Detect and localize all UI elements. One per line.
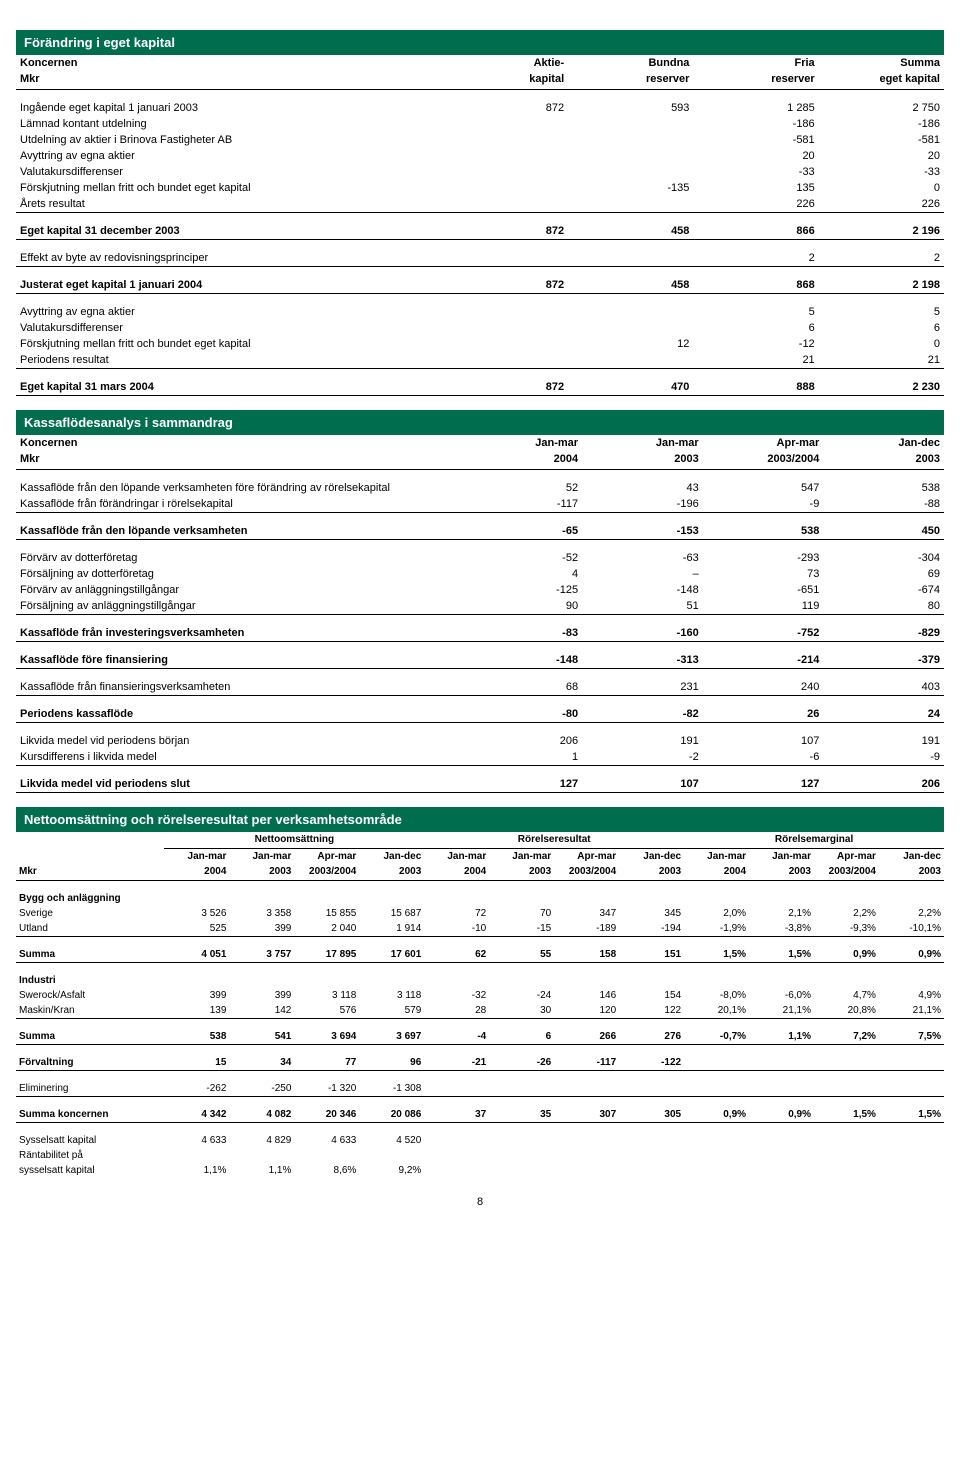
equity-h3b: reserver <box>693 71 818 90</box>
segment-group-netto: Nettoomsättning <box>164 832 424 849</box>
table-row: Avyttring av egna aktier2020 <box>16 148 944 164</box>
equity-h4a: Summa <box>819 55 944 71</box>
cashflow-section-header: Kassaflödesanalys i sammandrag <box>16 410 944 435</box>
cashflow-h4b: 2003 <box>823 451 944 470</box>
table-row: Summa 4 0513 75717 89517 601 6255158151 … <box>16 947 944 963</box>
cashflow-h2a: Jan-mar <box>582 435 703 451</box>
equity-h2b: reserver <box>568 71 693 90</box>
equity-h1b: kapital <box>443 71 568 90</box>
table-row: Industri <box>16 973 944 988</box>
segment-mkr: Mkr <box>16 864 164 881</box>
table-row: Kassaflöde före finansiering-148-313-214… <box>16 652 944 669</box>
table-row: Summa koncernen 4 3424 08220 34620 086 3… <box>16 1107 944 1123</box>
table-row: Likvida medel vid periodens början206191… <box>16 733 944 749</box>
table-row: Lämnad kontant utdelning-186-186 <box>16 116 944 132</box>
cashflow-h4a: Jan-dec <box>823 435 944 451</box>
segment-section-header: Nettoomsättning och rörelseresultat per … <box>16 807 944 832</box>
table-row: Summa 5385413 6943 697 -46266276 -0,7%1,… <box>16 1029 944 1045</box>
cashflow-h2b: 2003 <box>582 451 703 470</box>
table-row: Valutakursdifferenser-33-33 <box>16 164 944 180</box>
table-row: Ingående eget kapital 1 januari 20038725… <box>16 100 944 116</box>
table-row: Maskin/Kran 139142576579 2830120122 20,1… <box>16 1003 944 1019</box>
segment-group-result: Rörelseresultat <box>424 832 684 849</box>
table-row: Kassaflöde från den löpande verksamheten… <box>16 523 944 540</box>
table-row: Förvärv av dotterföretag-52-63-293-304 <box>16 550 944 566</box>
table-row: sysselsatt kapital 1,1%1,1%8,6%9,2% <box>16 1163 944 1178</box>
table-row: Eliminering -262-250-1 320-1 308 <box>16 1081 944 1097</box>
table-row: Utland 5253992 0401 914 -10-15-189-194 -… <box>16 921 944 937</box>
table-row: Justerat eget kapital 1 januari 20048724… <box>16 277 944 294</box>
table-row: Eget kapital 31 mars 20048724708882 230 <box>16 379 944 396</box>
equity-table: Koncernen Aktie- Bundna Fria Summa Mkr k… <box>16 55 944 396</box>
table-row: Valutakursdifferenser66 <box>16 320 944 336</box>
cashflow-table: Koncernen Jan-mar Jan-mar Apr-mar Jan-de… <box>16 435 944 793</box>
cashflow-h1b: 2004 <box>461 451 582 470</box>
table-row: Effekt av byte av redovisningsprinciper2… <box>16 250 944 267</box>
table-row: Kassaflöde från finansieringsverksamhete… <box>16 679 944 696</box>
equity-h1a: Aktie- <box>443 55 568 71</box>
table-row: Likvida medel vid periodens slut12710712… <box>16 776 944 793</box>
cashflow-head-left1: Koncernen <box>16 435 461 451</box>
equity-h3a: Fria <box>693 55 818 71</box>
table-row: Kassaflöde från förändringar i rörelseka… <box>16 496 944 513</box>
table-row: Sysselsatt kapital 4 6334 8294 6334 520 <box>16 1133 944 1148</box>
table-row: Förskjutning mellan fritt och bundet ege… <box>16 336 944 352</box>
equity-h4b: eget kapital <box>819 71 944 90</box>
table-row: Sverige 3 5263 35815 85515 687 727034734… <box>16 906 944 921</box>
table-row: Avyttring av egna aktier55 <box>16 304 944 320</box>
table-row: Förvaltning 15347796 -21-26-117-122 <box>16 1055 944 1071</box>
equity-head-left2: Mkr <box>16 71 443 90</box>
table-row: Periodens kassaflöde-80-822624 <box>16 706 944 723</box>
table-row: Kassaflöde från investeringsverksamheten… <box>16 625 944 642</box>
segment-group-margin: Rörelsemarginal <box>684 832 944 849</box>
equity-h2a: Bundna <box>568 55 693 71</box>
table-row: Periodens resultat2121 <box>16 352 944 369</box>
table-row: Kassaflöde från den löpande verksamheten… <box>16 480 944 496</box>
table-row: Räntabilitet på <box>16 1148 944 1163</box>
table-row: Försäljning av dotterföretag4–7369 <box>16 566 944 582</box>
equity-head-left1: Koncernen <box>16 55 443 71</box>
table-row: Försäljning av anläggningstillgångar9051… <box>16 598 944 615</box>
cashflow-head-left2: Mkr <box>16 451 461 470</box>
table-row: Bygg och anläggning <box>16 891 944 906</box>
equity-section-header: Förändring i eget kapital <box>16 30 944 55</box>
table-row: Utdelning av aktier i Brinova Fastighete… <box>16 132 944 148</box>
table-row: Förvärv av anläggningstillgångar-125-148… <box>16 582 944 598</box>
segment-table: Nettoomsättning Rörelseresultat Rörelsem… <box>16 832 944 1178</box>
cashflow-h3a: Apr-mar <box>703 435 824 451</box>
table-row: Förskjutning mellan fritt och bundet ege… <box>16 180 944 196</box>
cashflow-h1a: Jan-mar <box>461 435 582 451</box>
table-row: Eget kapital 31 december 20038724588662 … <box>16 223 944 240</box>
table-row: Swerock/Asfalt 3993993 1183 118 -32-2414… <box>16 988 944 1003</box>
table-row: Kursdifferens i likvida medel1-2-6-9 <box>16 749 944 766</box>
page-number: 8 <box>16 1196 944 1208</box>
table-row: Årets resultat226226 <box>16 196 944 213</box>
cashflow-h3b: 2003/2004 <box>703 451 824 470</box>
